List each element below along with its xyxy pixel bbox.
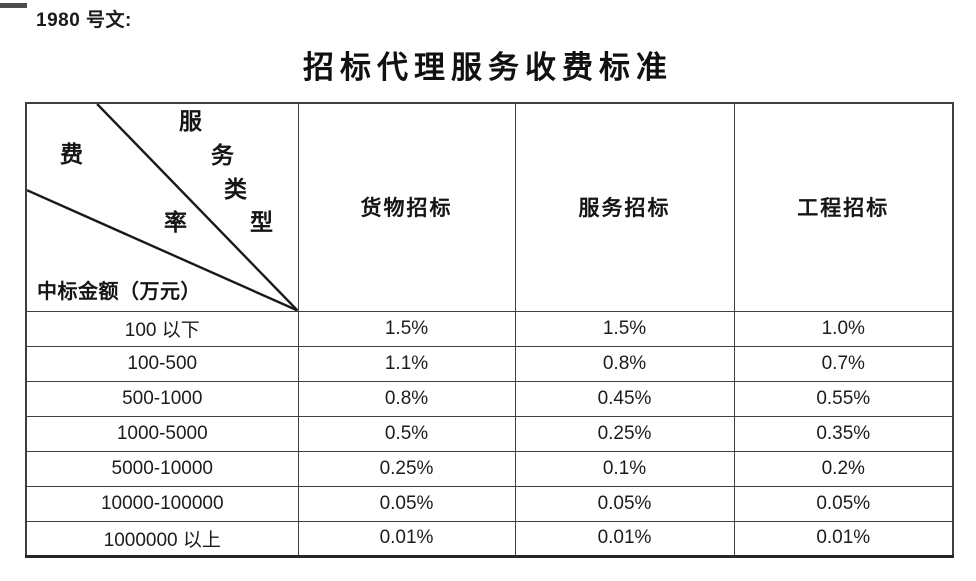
rate-cell: 0.7% [733,345,954,382]
rate-cell: 0.2% [733,450,954,487]
rate-cell: 0.8% [514,345,735,382]
fee-rate-char-1: 费 [60,142,83,167]
table-row: 100 以下 1.5% 1.5% 1.0% [25,310,954,347]
rate-cell: 0.45% [514,380,735,417]
service-type-char-1: 服 [179,109,202,134]
table-row: 500-1000 0.8% 0.45% 0.55% [25,380,954,417]
amount-range-cell: 100 以下 [25,310,299,347]
rate-cell: 0.05% [297,485,516,522]
fee-rate-char-2: 率 [164,210,187,235]
diagonal-line-upper [96,104,298,311]
column-header-services: 服务招标 [514,102,735,312]
rate-cell: 0.1% [514,450,735,487]
amount-range-cell: 1000000 以上 [25,520,299,557]
column-header-goods: 货物招标 [297,102,516,312]
table-row: 1000-5000 0.5% 0.25% 0.35% [25,415,954,452]
table-row: 10000-100000 0.05% 0.05% 0.05% [25,485,954,522]
diagonal-lines [27,104,298,311]
amount-range-cell: 5000-10000 [25,450,299,487]
service-type-char-2: 务 [211,143,234,168]
amount-range-cell: 500-1000 [25,380,299,417]
service-type-char-3: 类 [224,177,247,202]
amount-range-cell: 1000-5000 [25,415,299,452]
column-header-engineering: 工程招标 [733,102,954,312]
table-header-row: 服 务 类 型 费 率 中标金额（万元） 货物招标 服务招标 工程招标 [25,102,954,312]
rate-cell: 0.25% [514,415,735,452]
rate-cell: 0.25% [297,450,516,487]
rate-cell: 0.01% [297,520,516,557]
diagonal-header-cell: 服 务 类 型 费 率 中标金额（万元） [25,102,299,312]
rate-cell: 1.5% [514,310,735,347]
rate-cell: 1.1% [297,345,516,382]
table-row: 1000000 以上 0.01% 0.01% 0.01% [25,520,954,557]
rate-cell: 0.05% [514,485,735,522]
amount-range-cell: 100-500 [25,345,299,382]
rate-cell: 0.8% [297,380,516,417]
service-type-char-4: 型 [250,210,273,235]
document-reference: 1980 号文: [36,10,132,31]
rate-cell: 0.01% [733,520,954,557]
rate-cell: 0.55% [733,380,954,417]
amount-axis-label: 中标金额（万元） [37,280,201,303]
table-row: 5000-10000 0.25% 0.1% 0.2% [25,450,954,487]
table-row: 100-500 1.1% 0.8% 0.7% [25,345,954,382]
window-edge-artifact [0,3,27,8]
rate-cell: 1.5% [297,310,516,347]
rate-cell: 0.35% [733,415,954,452]
fee-standard-table: 服 务 类 型 费 率 中标金额（万元） 货物招标 服务招标 工程招标 100 … [25,102,954,558]
rate-cell: 1.0% [733,310,954,347]
diagonal-line-lower [27,189,298,311]
amount-range-cell: 10000-100000 [25,485,299,522]
rate-cell: 0.5% [297,415,516,452]
rate-cell: 0.05% [733,485,954,522]
page-title: 招标代理服务收费标准 [303,50,673,85]
rate-cell: 0.01% [514,520,735,557]
